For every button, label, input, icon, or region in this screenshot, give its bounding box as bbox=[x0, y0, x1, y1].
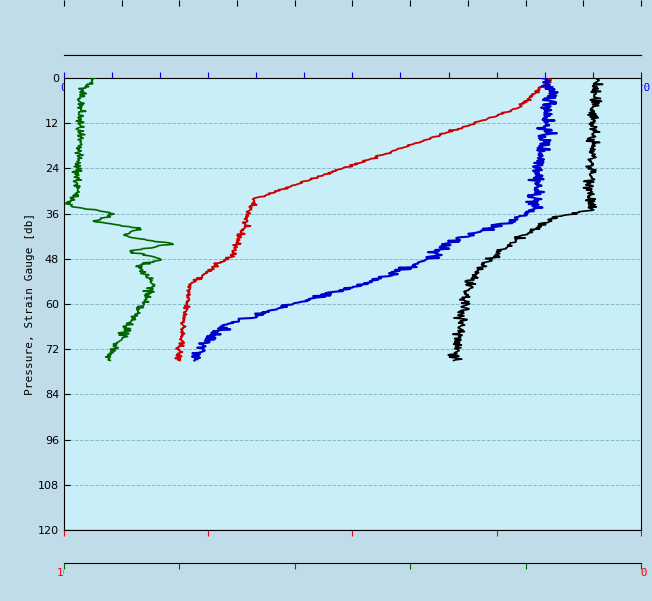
X-axis label: Temperature [ITS-90, deg C]: Temperature [ITS-90, deg C] bbox=[251, 579, 454, 592]
Y-axis label: Pressure, Strain Gauge [db]: Pressure, Strain Gauge [db] bbox=[25, 213, 35, 395]
X-axis label: Oxygen, SBE 43 [% saturation]: Oxygen, SBE 43 [% saturation] bbox=[244, 94, 461, 107]
